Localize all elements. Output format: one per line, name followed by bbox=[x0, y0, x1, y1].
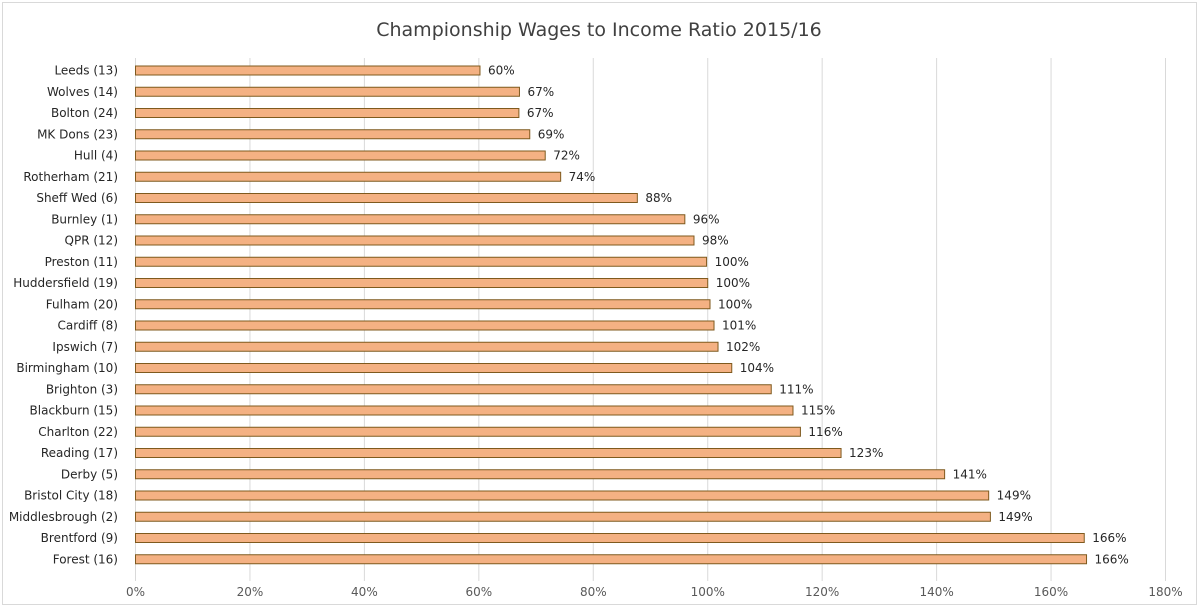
bar-series bbox=[135, 65, 1088, 565]
x-axis: 0% 20% 40% 60% 80% 100% 120% 140% 160% 180% bbox=[126, 585, 1183, 599]
data-labels: 60% 67% 67% 69% 72% 74% 88% 96% 98% 100% 100% 100% 1… bbox=[488, 64, 1129, 567]
data-label: 74% bbox=[569, 170, 596, 184]
category-label: Huddersfield (19) bbox=[13, 276, 118, 290]
bar bbox=[135, 426, 801, 437]
x-tick-label: 0% bbox=[126, 585, 145, 599]
data-label: 96% bbox=[693, 212, 720, 226]
data-label: 149% bbox=[998, 510, 1032, 524]
category-label: Rotherham (21) bbox=[23, 170, 118, 184]
x-tick-label: 60% bbox=[465, 585, 492, 599]
bar bbox=[135, 384, 772, 395]
bar bbox=[135, 278, 709, 288]
category-label: Fulham (20) bbox=[46, 297, 118, 311]
data-label: 116% bbox=[808, 425, 842, 439]
data-label: 60% bbox=[488, 64, 515, 78]
bar bbox=[135, 65, 481, 76]
data-label: 72% bbox=[553, 149, 580, 163]
category-label: Blackburn (15) bbox=[30, 404, 118, 418]
data-label: 111% bbox=[779, 382, 813, 396]
category-label: Hull (4) bbox=[74, 149, 118, 163]
x-tick-label: 160% bbox=[1034, 585, 1068, 599]
data-label: 149% bbox=[997, 489, 1031, 503]
x-tick-label: 140% bbox=[919, 585, 953, 599]
data-label: 102% bbox=[726, 340, 760, 354]
category-label: Burnley (1) bbox=[51, 212, 118, 226]
bar bbox=[135, 363, 733, 373]
category-label: Ipswich (7) bbox=[52, 340, 118, 354]
bar bbox=[135, 511, 991, 522]
category-label: Forest (16) bbox=[53, 552, 118, 566]
bar bbox=[135, 320, 715, 331]
category-label: Bolton (24) bbox=[51, 106, 118, 120]
x-tick-label: 120% bbox=[805, 585, 839, 599]
bar bbox=[135, 469, 946, 480]
bar bbox=[135, 214, 686, 225]
bar bbox=[135, 256, 708, 267]
data-label: 100% bbox=[718, 297, 752, 311]
bar bbox=[135, 341, 719, 352]
x-tick-label: 100% bbox=[691, 585, 725, 599]
bar bbox=[135, 129, 531, 140]
category-label: Derby (5) bbox=[61, 467, 118, 481]
data-label: 67% bbox=[527, 106, 554, 120]
bar bbox=[135, 235, 695, 246]
bar bbox=[135, 405, 794, 416]
bar bbox=[135, 533, 1085, 543]
category-label: Brentford (9) bbox=[41, 531, 118, 545]
data-label: 88% bbox=[645, 191, 672, 205]
category-label: Brighton (3) bbox=[46, 382, 118, 396]
data-label: 115% bbox=[801, 404, 835, 418]
bar bbox=[135, 171, 562, 182]
bar bbox=[135, 299, 711, 310]
category-label: Charlton (22) bbox=[38, 425, 118, 439]
category-label: MK Dons (23) bbox=[37, 127, 118, 141]
data-label: 166% bbox=[1095, 552, 1129, 566]
bar bbox=[135, 490, 990, 501]
data-label: 100% bbox=[715, 255, 749, 269]
bar bbox=[135, 448, 842, 458]
x-tick-label: 20% bbox=[237, 585, 264, 599]
category-axis: Leeds (13) Wolves (14) Bolton (24) MK Dons … bbox=[9, 64, 118, 567]
x-tick-label: 80% bbox=[580, 585, 607, 599]
category-label: Bristol City (18) bbox=[24, 489, 118, 503]
category-label: Wolves (14) bbox=[47, 85, 118, 99]
category-label: Middlesbrough (2) bbox=[9, 510, 118, 524]
bar bbox=[135, 554, 1088, 565]
bar bbox=[135, 108, 520, 118]
category-label: Preston (11) bbox=[45, 255, 118, 269]
data-label: 67% bbox=[527, 85, 554, 99]
data-label: 141% bbox=[953, 467, 987, 481]
x-tick-label: 180% bbox=[1148, 585, 1182, 599]
data-label: 101% bbox=[722, 319, 756, 333]
data-label: 123% bbox=[849, 446, 883, 460]
data-label: 166% bbox=[1092, 531, 1126, 545]
data-label: 104% bbox=[740, 361, 774, 375]
x-tick-label: 40% bbox=[351, 585, 378, 599]
data-label: 100% bbox=[716, 276, 750, 290]
chart-title: Championship Wages to Income Ratio 2015/… bbox=[376, 19, 822, 41]
category-label: Reading (17) bbox=[41, 446, 118, 460]
category-label: QPR (12) bbox=[65, 234, 118, 248]
category-label: Cardiff (8) bbox=[58, 319, 119, 333]
bar bbox=[135, 193, 638, 203]
bar bbox=[135, 150, 546, 161]
category-label: Sheff Wed (6) bbox=[36, 191, 118, 205]
category-label: Leeds (13) bbox=[54, 64, 118, 78]
bar bbox=[135, 86, 520, 97]
data-label: 98% bbox=[702, 234, 729, 248]
category-label: Birmingham (10) bbox=[16, 361, 118, 375]
data-label: 69% bbox=[538, 127, 565, 141]
